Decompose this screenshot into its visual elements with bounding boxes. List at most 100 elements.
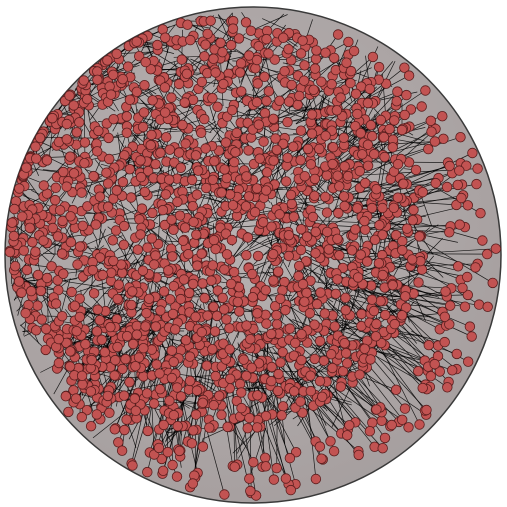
node (101, 167, 112, 178)
node (61, 134, 73, 145)
node (268, 275, 279, 286)
node (273, 266, 284, 277)
node (304, 308, 316, 319)
node (245, 485, 256, 497)
node (327, 141, 339, 153)
node (208, 234, 220, 246)
node (159, 219, 171, 231)
node (246, 268, 258, 280)
node (131, 86, 143, 98)
node (407, 214, 419, 226)
node (380, 309, 391, 321)
node (74, 241, 86, 252)
node (445, 300, 456, 311)
node (58, 166, 69, 178)
node (26, 285, 37, 297)
node (108, 113, 119, 125)
node (76, 187, 87, 198)
node (490, 243, 502, 254)
node (314, 335, 326, 347)
node (379, 151, 390, 163)
node (332, 170, 343, 181)
edge (121, 231, 144, 271)
node (273, 368, 284, 380)
node (220, 228, 232, 239)
node (116, 445, 128, 456)
node (243, 50, 255, 61)
node (373, 258, 385, 269)
node (390, 384, 402, 396)
node (74, 293, 85, 304)
node (53, 333, 64, 345)
node (238, 354, 249, 365)
node (36, 314, 48, 325)
node (57, 311, 68, 322)
edge (265, 58, 278, 106)
node (160, 131, 172, 143)
node (31, 325, 42, 336)
node (280, 473, 292, 484)
node (145, 63, 157, 75)
node (413, 366, 424, 377)
node (294, 260, 305, 272)
node (74, 117, 85, 128)
node (471, 178, 482, 190)
node (174, 210, 186, 221)
node (219, 489, 230, 500)
node (271, 309, 282, 321)
node (88, 288, 100, 299)
node (377, 443, 388, 454)
node (208, 53, 219, 65)
node (78, 75, 90, 86)
node (384, 123, 395, 135)
node (112, 341, 123, 353)
node (290, 337, 301, 349)
node (139, 79, 150, 91)
node (270, 133, 281, 144)
edge (252, 359, 291, 459)
node (281, 176, 292, 187)
node (168, 356, 179, 368)
node (335, 92, 346, 103)
node (110, 354, 121, 366)
node (38, 180, 50, 191)
node (416, 264, 428, 275)
node (61, 118, 73, 130)
node (386, 419, 397, 431)
node (343, 36, 354, 48)
node (278, 138, 289, 150)
node (232, 296, 244, 308)
node (30, 246, 41, 257)
node (371, 183, 382, 195)
node (292, 99, 303, 111)
node (228, 156, 240, 168)
node (18, 245, 30, 256)
node (166, 214, 177, 225)
node (282, 152, 293, 164)
node (252, 78, 263, 89)
node (71, 326, 82, 337)
node (359, 343, 370, 355)
node (159, 107, 171, 118)
node (119, 424, 130, 436)
node (197, 397, 209, 409)
node (279, 65, 290, 77)
node (130, 405, 142, 417)
node (171, 471, 183, 482)
node (440, 286, 451, 297)
node (211, 310, 223, 322)
node (117, 363, 128, 375)
node (107, 235, 119, 246)
node (155, 305, 166, 316)
node (94, 252, 106, 263)
node (227, 23, 239, 34)
node (451, 348, 463, 360)
node (260, 410, 272, 422)
node (260, 285, 272, 296)
node (338, 132, 350, 144)
node (145, 139, 156, 151)
node (201, 360, 213, 371)
node (259, 107, 271, 119)
node (207, 260, 219, 271)
node (154, 384, 166, 395)
